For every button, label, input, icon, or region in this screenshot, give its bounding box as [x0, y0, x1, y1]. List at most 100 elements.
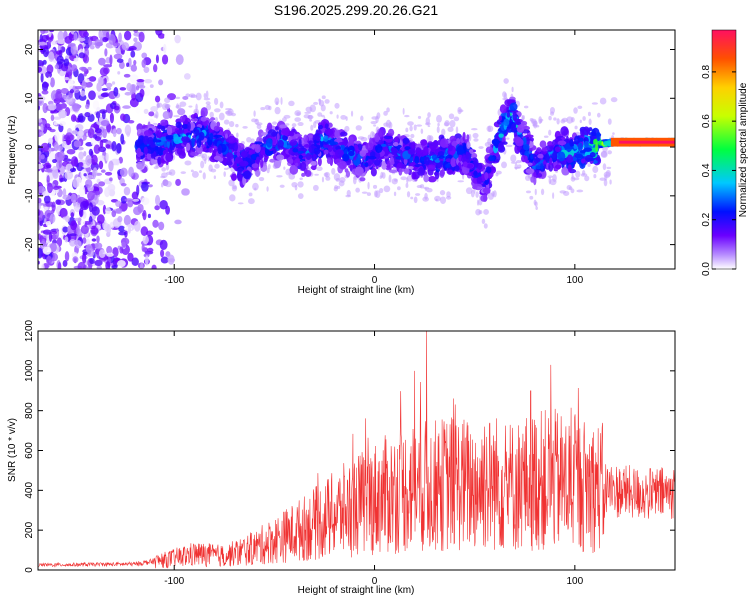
- heatmap-cell: [45, 220, 52, 227]
- heatmap-cell: [447, 126, 454, 132]
- heatmap-cell: [473, 158, 479, 168]
- heatmap-cell: [79, 207, 84, 218]
- heatmap-cell: [525, 168, 535, 175]
- heatmap-cell: [77, 261, 86, 269]
- heatmap-cell: [106, 224, 112, 235]
- spectrogram-marks: [38, 30, 675, 269]
- heatmap-cell: [242, 126, 248, 129]
- heatmap-cell: [471, 128, 478, 131]
- heatmap-cell: [71, 103, 81, 112]
- heatmap-cell: [167, 254, 175, 265]
- heatmap-cell: [52, 158, 57, 164]
- chart-title: S196.2025.299.20.26.G21: [274, 2, 438, 18]
- snr-series-line: [38, 331, 675, 569]
- heatmap-cell: [62, 226, 69, 233]
- heatmap-cell: [535, 164, 542, 170]
- heatmap-cell: [158, 79, 164, 86]
- heatmap-cell: [258, 176, 265, 182]
- heatmap-cell: [355, 187, 360, 193]
- heatmap-cell: [582, 116, 586, 121]
- heatmap-cell: [417, 115, 422, 119]
- heatmap-cell: [49, 30, 55, 33]
- spectrogram-ytick-label: -20: [24, 237, 35, 252]
- heatmap-cell: [470, 189, 475, 198]
- heatmap-cell: [456, 138, 461, 144]
- heatmap-cell: [179, 101, 187, 107]
- heatmap-cell: [402, 137, 410, 144]
- heatmap-cell: [530, 153, 534, 160]
- heatmap-cell: [403, 168, 410, 175]
- heatmap-cell: [58, 150, 65, 161]
- heatmap-cell: [59, 177, 65, 182]
- heatmap-cell: [527, 162, 533, 166]
- heatmap-cell: [466, 134, 470, 141]
- heatmap-cell: [196, 138, 202, 148]
- heatmap-cell: [529, 195, 534, 200]
- heatmap-cell: [97, 155, 107, 162]
- heatmap-cell: [235, 123, 239, 128]
- heatmap-cell: [128, 166, 134, 178]
- heatmap-cell: [365, 142, 374, 151]
- heatmap-cell: [375, 144, 383, 153]
- heatmap-cell: [43, 195, 51, 204]
- heatmap-cell: [108, 34, 116, 46]
- heatmap-cell: [313, 121, 317, 129]
- heatmap-cell: [446, 191, 451, 198]
- heatmap-cell: [274, 97, 280, 105]
- heatmap-cell: [573, 144, 578, 150]
- heatmap-cell: [503, 78, 509, 84]
- heatmap-cell: [53, 121, 58, 126]
- heatmap-cell: [407, 148, 416, 155]
- heatmap-cell: [301, 172, 306, 177]
- heatmap-cell: [137, 128, 142, 135]
- heatmap-cell: [133, 206, 142, 216]
- heatmap-cell: [253, 110, 256, 117]
- heatmap-cell: [100, 92, 109, 98]
- heatmap-cell: [383, 110, 388, 116]
- heatmap-cell: [524, 155, 528, 164]
- heatmap-cell: [577, 142, 583, 152]
- heatmap-cell: [420, 128, 424, 134]
- heatmap-cell: [291, 182, 298, 188]
- heatmap-cell: [117, 71, 121, 75]
- heatmap-cell: [56, 38, 66, 45]
- heatmap-cell: [103, 64, 113, 68]
- heatmap-cell: [126, 62, 130, 68]
- heatmap-cell: [566, 116, 574, 124]
- heatmap-cell: [573, 177, 580, 181]
- heatmap-cell: [303, 134, 309, 143]
- heatmap-cell: [321, 114, 325, 118]
- heatmap-cell: [102, 36, 109, 43]
- heatmap-cell: [38, 201, 41, 211]
- heatmap-cell: [340, 114, 347, 120]
- heatmap-cell: [549, 157, 553, 166]
- heatmap-cell: [153, 122, 158, 125]
- heatmap-cell: [360, 115, 364, 121]
- heatmap-cell: [141, 52, 148, 59]
- heatmap-cell: [488, 156, 495, 162]
- heatmap-cell: [577, 105, 583, 110]
- heatmap-cell: [312, 184, 319, 192]
- heatmap-cell: [188, 93, 196, 98]
- heatmap-cell: [511, 86, 514, 93]
- heatmap-cell: [117, 260, 126, 268]
- heatmap-cell: [581, 170, 586, 176]
- heatmap-cell: [313, 101, 319, 105]
- heatmap-cell: [603, 179, 608, 187]
- heatmap-cell: [85, 167, 92, 173]
- heatmap-cell: [80, 219, 86, 226]
- heatmap-cell: [583, 140, 589, 148]
- heatmap-cell: [48, 103, 57, 111]
- heatmap-cell: [133, 59, 137, 66]
- heatmap-cell: [156, 124, 163, 129]
- heatmap-cell: [55, 50, 62, 55]
- heatmap-cell: [181, 136, 190, 143]
- heatmap-cell: [321, 95, 326, 100]
- heatmap-cell: [288, 173, 296, 180]
- heatmap-cell: [105, 31, 110, 38]
- heatmap-cell: [416, 185, 423, 189]
- heatmap-cell: [143, 146, 148, 155]
- snr-xlabel: Height of straight line (km): [298, 585, 415, 596]
- heatmap-cell: [314, 132, 321, 137]
